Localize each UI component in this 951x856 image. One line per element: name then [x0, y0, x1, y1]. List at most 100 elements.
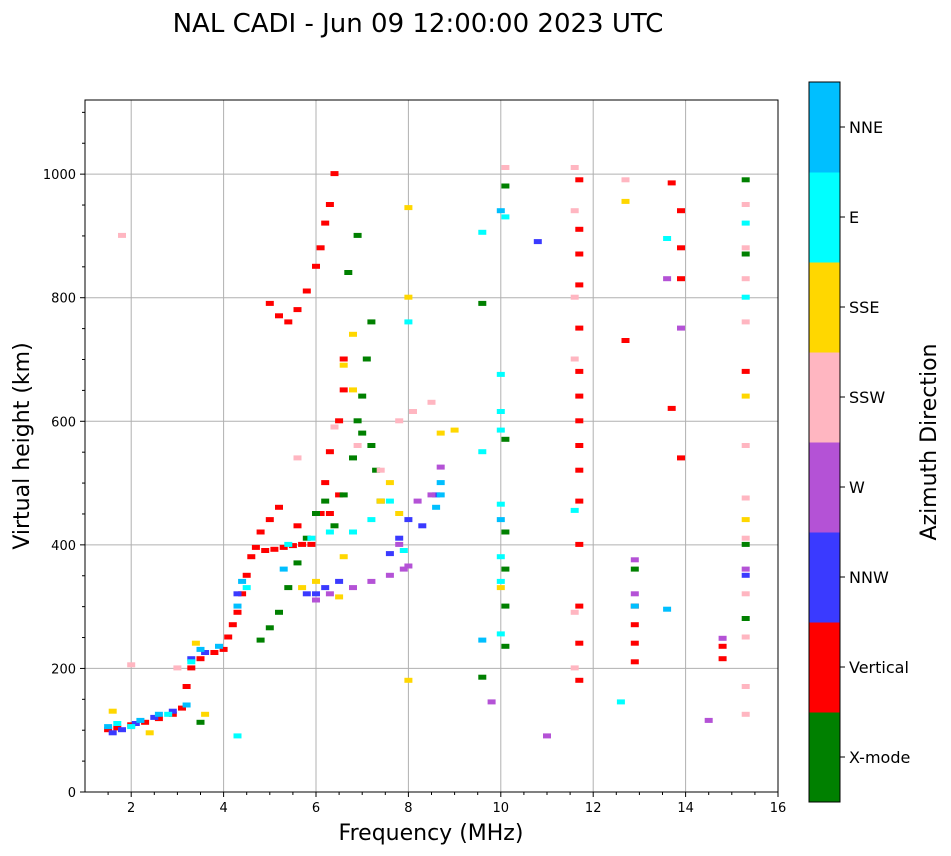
echo-point — [325, 529, 334, 535]
echo-point — [630, 659, 639, 665]
echo-point — [113, 725, 122, 731]
echo-point — [395, 511, 404, 516]
echo-point — [501, 643, 510, 649]
colorbar-swatch — [809, 352, 840, 443]
echo-point — [741, 368, 750, 374]
echo-point — [265, 300, 274, 306]
echo-point — [385, 498, 394, 504]
echo-point — [335, 418, 344, 424]
colorbar-label: Azimuth Direction — [917, 343, 942, 540]
echo-point — [233, 603, 242, 609]
echo-point — [335, 594, 344, 600]
echo-point — [575, 498, 584, 504]
echo-point — [663, 236, 672, 241]
echo-point — [325, 511, 334, 516]
echo-point — [298, 541, 307, 547]
echo-point — [677, 325, 685, 331]
echo-point — [677, 245, 685, 251]
echo-point — [154, 711, 163, 717]
echo-point — [284, 541, 293, 547]
colorbar-tick-label: E — [849, 208, 859, 227]
echo-point — [312, 511, 320, 516]
echo-point — [372, 467, 381, 473]
echo-point — [395, 535, 404, 541]
echo-point — [316, 511, 325, 516]
echo-point — [367, 517, 376, 523]
echo-point — [704, 717, 713, 723]
trace-nnw — [108, 239, 750, 736]
colorbar-tick-label: Vertical — [849, 658, 909, 677]
y-tick-label: 600 — [51, 415, 76, 430]
echo-point — [630, 622, 639, 628]
echo-point — [187, 665, 196, 671]
echo-point — [575, 177, 584, 183]
x-tick-label: 16 — [770, 801, 787, 816]
echo-point — [293, 523, 302, 529]
trace-nne — [104, 208, 672, 730]
x-axis-label: Frequency (MHz) — [339, 821, 524, 846]
echo-point — [339, 387, 348, 393]
echo-point — [404, 319, 413, 325]
echo-point — [404, 563, 413, 569]
echo-point — [325, 591, 334, 597]
echo-point — [575, 640, 584, 646]
echo-point — [570, 294, 579, 300]
echo-point — [543, 733, 551, 739]
echo-point — [136, 717, 145, 723]
echo-point — [339, 362, 348, 368]
echo-point — [118, 232, 126, 238]
echo-point — [187, 656, 196, 662]
colorbar-swatch — [809, 622, 840, 713]
echo-point — [196, 719, 205, 725]
echo-point — [478, 674, 487, 680]
echo-point — [630, 566, 639, 572]
echo-point — [570, 609, 579, 615]
echo-point — [621, 177, 630, 183]
echo-point — [496, 501, 505, 507]
echo-point — [191, 640, 200, 646]
echo-point — [298, 585, 307, 591]
echo-point — [533, 239, 542, 245]
echo-point — [677, 276, 685, 282]
echo-point — [501, 214, 510, 220]
echo-point — [265, 625, 274, 631]
echo-point — [210, 650, 219, 655]
echo-point — [127, 662, 136, 668]
echo-point — [432, 492, 441, 498]
echo-point — [741, 572, 750, 578]
echo-point — [196, 646, 205, 652]
echo-point — [316, 245, 325, 251]
echo-point — [478, 637, 487, 643]
echo-point — [330, 523, 339, 529]
echo-point — [677, 208, 685, 214]
echo-point — [219, 646, 228, 652]
echo-point — [201, 650, 210, 655]
echo-point — [496, 409, 505, 414]
echo-point — [570, 208, 579, 214]
echo-point — [261, 548, 270, 553]
echo-point — [284, 319, 293, 325]
echo-point — [321, 220, 330, 226]
echo-point — [575, 393, 584, 399]
y-tick-label: 400 — [51, 539, 76, 554]
echo-point — [178, 705, 186, 711]
echo-point — [344, 270, 353, 275]
echo-point — [570, 507, 579, 513]
trace-vertical — [575, 177, 750, 683]
echo-point — [353, 232, 362, 238]
echo-point — [154, 716, 163, 722]
trace-ssw — [118, 165, 750, 717]
colorbar-swatch — [809, 262, 840, 353]
echo-point — [667, 180, 676, 186]
echo-point — [335, 578, 344, 584]
x-tick-label: 8 — [404, 801, 412, 816]
echo-point — [279, 566, 288, 572]
echo-point — [616, 699, 625, 705]
echo-point — [741, 251, 750, 257]
echo-point — [575, 368, 584, 374]
echo-point — [108, 730, 117, 736]
echo-point — [570, 665, 579, 671]
x-tick-label: 2 — [127, 801, 135, 816]
echo-point — [718, 643, 727, 649]
